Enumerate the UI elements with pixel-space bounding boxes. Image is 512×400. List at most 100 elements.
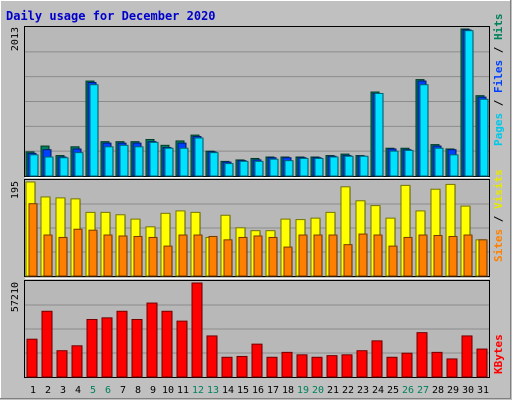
pages-bar xyxy=(284,160,294,177)
day-label: 22 xyxy=(342,385,354,396)
kbytes-bar xyxy=(311,356,323,378)
bottom-legend: KBytes xyxy=(492,334,505,374)
pages-bar xyxy=(359,155,369,177)
pages-bar xyxy=(464,30,474,177)
pages-bar xyxy=(179,147,189,177)
kbytes-bar xyxy=(296,354,308,378)
visits-bar xyxy=(313,234,323,277)
middle-ymax-label: 195 xyxy=(10,181,21,199)
kbytes-bar xyxy=(446,358,458,378)
day-label: 24 xyxy=(372,385,384,396)
kbytes-bar xyxy=(281,351,293,378)
visits-bar xyxy=(283,246,293,277)
chart-title: Daily usage for December 2020 xyxy=(6,9,216,23)
panel-kbytes: 57210 KBytes xyxy=(10,280,505,378)
visits-bar xyxy=(163,245,173,277)
day-label: 1 xyxy=(30,385,36,396)
day-label: 25 xyxy=(387,385,399,396)
legend-sites: Sites xyxy=(492,229,505,262)
kbytes-bar xyxy=(86,318,98,378)
kbytes-bar xyxy=(191,282,203,378)
visits-bar xyxy=(358,233,368,277)
pages-bar xyxy=(119,144,129,177)
pages-bar xyxy=(389,150,399,177)
kbytes-bar xyxy=(101,317,113,378)
pages-bar xyxy=(164,147,174,177)
visits-bar xyxy=(463,234,473,277)
kbytes-bar xyxy=(146,302,158,378)
pages-bar xyxy=(374,92,384,177)
bottom-bars xyxy=(26,282,488,378)
middle-bars xyxy=(25,181,488,277)
visits-bar xyxy=(133,235,143,277)
kbytes-bar xyxy=(221,356,233,378)
kbytes-bar xyxy=(371,340,383,378)
kbytes-bar xyxy=(326,355,338,378)
pages-bar xyxy=(149,141,159,177)
pages-bar xyxy=(224,163,234,177)
visits-bar xyxy=(208,235,218,277)
visits-bar xyxy=(403,236,413,277)
day-label: 2 xyxy=(45,385,51,396)
legend-hits: Hits xyxy=(492,14,505,41)
visits-bar xyxy=(343,244,353,277)
pages-bar xyxy=(254,160,264,177)
kbytes-bar xyxy=(461,335,473,378)
kbytes-bar xyxy=(71,345,83,378)
day-label: 20 xyxy=(312,385,324,396)
day-label: 11 xyxy=(177,385,189,396)
pages-bar xyxy=(329,156,339,177)
day-label: 8 xyxy=(135,385,141,396)
visits-bar xyxy=(103,234,113,277)
pages-bar xyxy=(59,157,69,177)
kbytes-bar xyxy=(266,356,278,378)
top-bars xyxy=(25,28,489,177)
day-label: 29 xyxy=(447,385,459,396)
panel-visits-sites: 195 Sites / Visits xyxy=(10,169,505,279)
visits-bar xyxy=(373,234,383,277)
panel-hits-files-pages: 2013 Pages / Files / Hits xyxy=(10,14,505,178)
visits-bar xyxy=(73,228,83,277)
kbytes-bar xyxy=(431,351,443,378)
visits-bar xyxy=(193,234,203,277)
pages-bar xyxy=(299,157,309,177)
legend-visits: Visits xyxy=(492,169,505,209)
visits-bar xyxy=(418,234,428,277)
visits-bar xyxy=(433,235,443,277)
pages-bar xyxy=(74,152,84,177)
legend-pages-hits-files: Pages / Files / Hits xyxy=(492,14,505,147)
pages-bar xyxy=(29,154,39,177)
day-label: 16 xyxy=(252,385,264,396)
pages-bar xyxy=(449,154,459,177)
pages-bar xyxy=(419,84,429,177)
legend-pages: Pages xyxy=(492,113,505,146)
pages-bar xyxy=(434,147,444,177)
day-label: 12 xyxy=(192,385,204,396)
day-label: 9 xyxy=(150,385,156,396)
visits-bar xyxy=(58,236,68,277)
day-label: 7 xyxy=(120,385,126,396)
visits-bar xyxy=(268,236,278,277)
kbytes-bar xyxy=(26,338,38,378)
kbytes-bar xyxy=(176,320,188,378)
visits-bar xyxy=(448,235,458,277)
legend-sep-1: / xyxy=(492,93,505,113)
bottom-ymax-label: 57210 xyxy=(10,282,21,312)
legend-sep-3: / xyxy=(492,209,505,229)
kbytes-bar xyxy=(356,350,368,378)
pages-bar xyxy=(209,152,219,177)
day-label: 21 xyxy=(327,385,339,396)
pages-bar xyxy=(44,156,54,177)
pages-bar xyxy=(314,157,324,177)
visits-bar xyxy=(238,236,248,277)
visits-bar xyxy=(253,235,263,277)
kbytes-bar xyxy=(116,310,128,378)
day-label: 10 xyxy=(162,385,174,396)
pages-bar xyxy=(194,137,204,177)
visits-bar xyxy=(388,245,398,277)
visits-bar xyxy=(43,234,53,277)
day-label: 17 xyxy=(267,385,279,396)
top-legend: Pages / Files / Hits xyxy=(492,14,505,147)
visits-bar xyxy=(118,235,128,277)
